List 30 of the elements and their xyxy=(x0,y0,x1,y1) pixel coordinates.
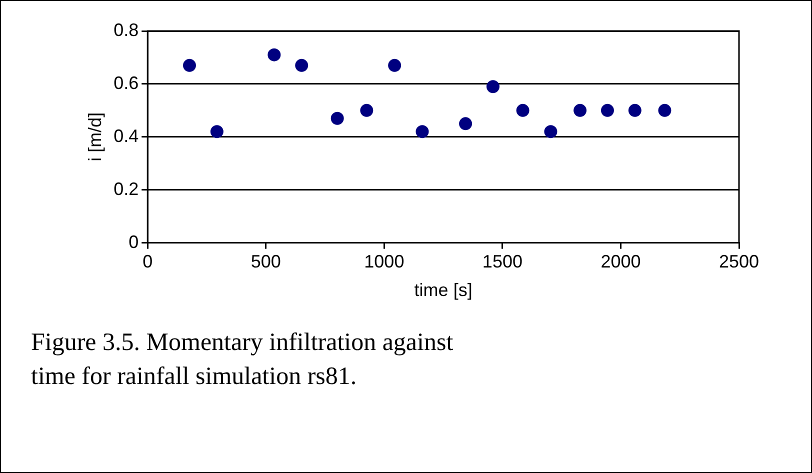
x-tick-label: 0 xyxy=(142,252,153,272)
x-tick-label: 1500 xyxy=(482,252,522,272)
x-tick-label: 2000 xyxy=(600,252,641,272)
y-axis-title: i [m/d] xyxy=(84,112,105,162)
point xyxy=(574,104,587,117)
x-tick-label: 2500 xyxy=(718,252,760,272)
point xyxy=(182,58,196,72)
point xyxy=(544,125,558,138)
point xyxy=(416,125,429,138)
y-tick-label: 0 xyxy=(128,232,139,252)
point xyxy=(486,80,500,94)
caption: Figure 3.5. Momentary infiltration against time for rainfall simulation rs81. xyxy=(31,328,454,392)
point xyxy=(330,112,344,125)
x-axis-title: time [s] xyxy=(414,280,472,300)
point xyxy=(628,104,642,117)
y-tick-label: 0.2 xyxy=(114,178,139,199)
point xyxy=(210,125,224,138)
y-tick-label: 0.6 xyxy=(114,72,139,93)
point xyxy=(516,104,530,117)
y-tick-label: 0.4 xyxy=(114,126,139,146)
point xyxy=(388,58,402,72)
point xyxy=(658,104,672,117)
point xyxy=(600,104,614,117)
point xyxy=(295,58,308,72)
x-tick-label: 1000 xyxy=(364,252,404,272)
y-tick-label: 0.8 xyxy=(114,20,139,40)
point xyxy=(360,104,374,117)
x-tick-label: 500 xyxy=(250,252,281,272)
point xyxy=(268,48,281,62)
point xyxy=(459,117,472,130)
